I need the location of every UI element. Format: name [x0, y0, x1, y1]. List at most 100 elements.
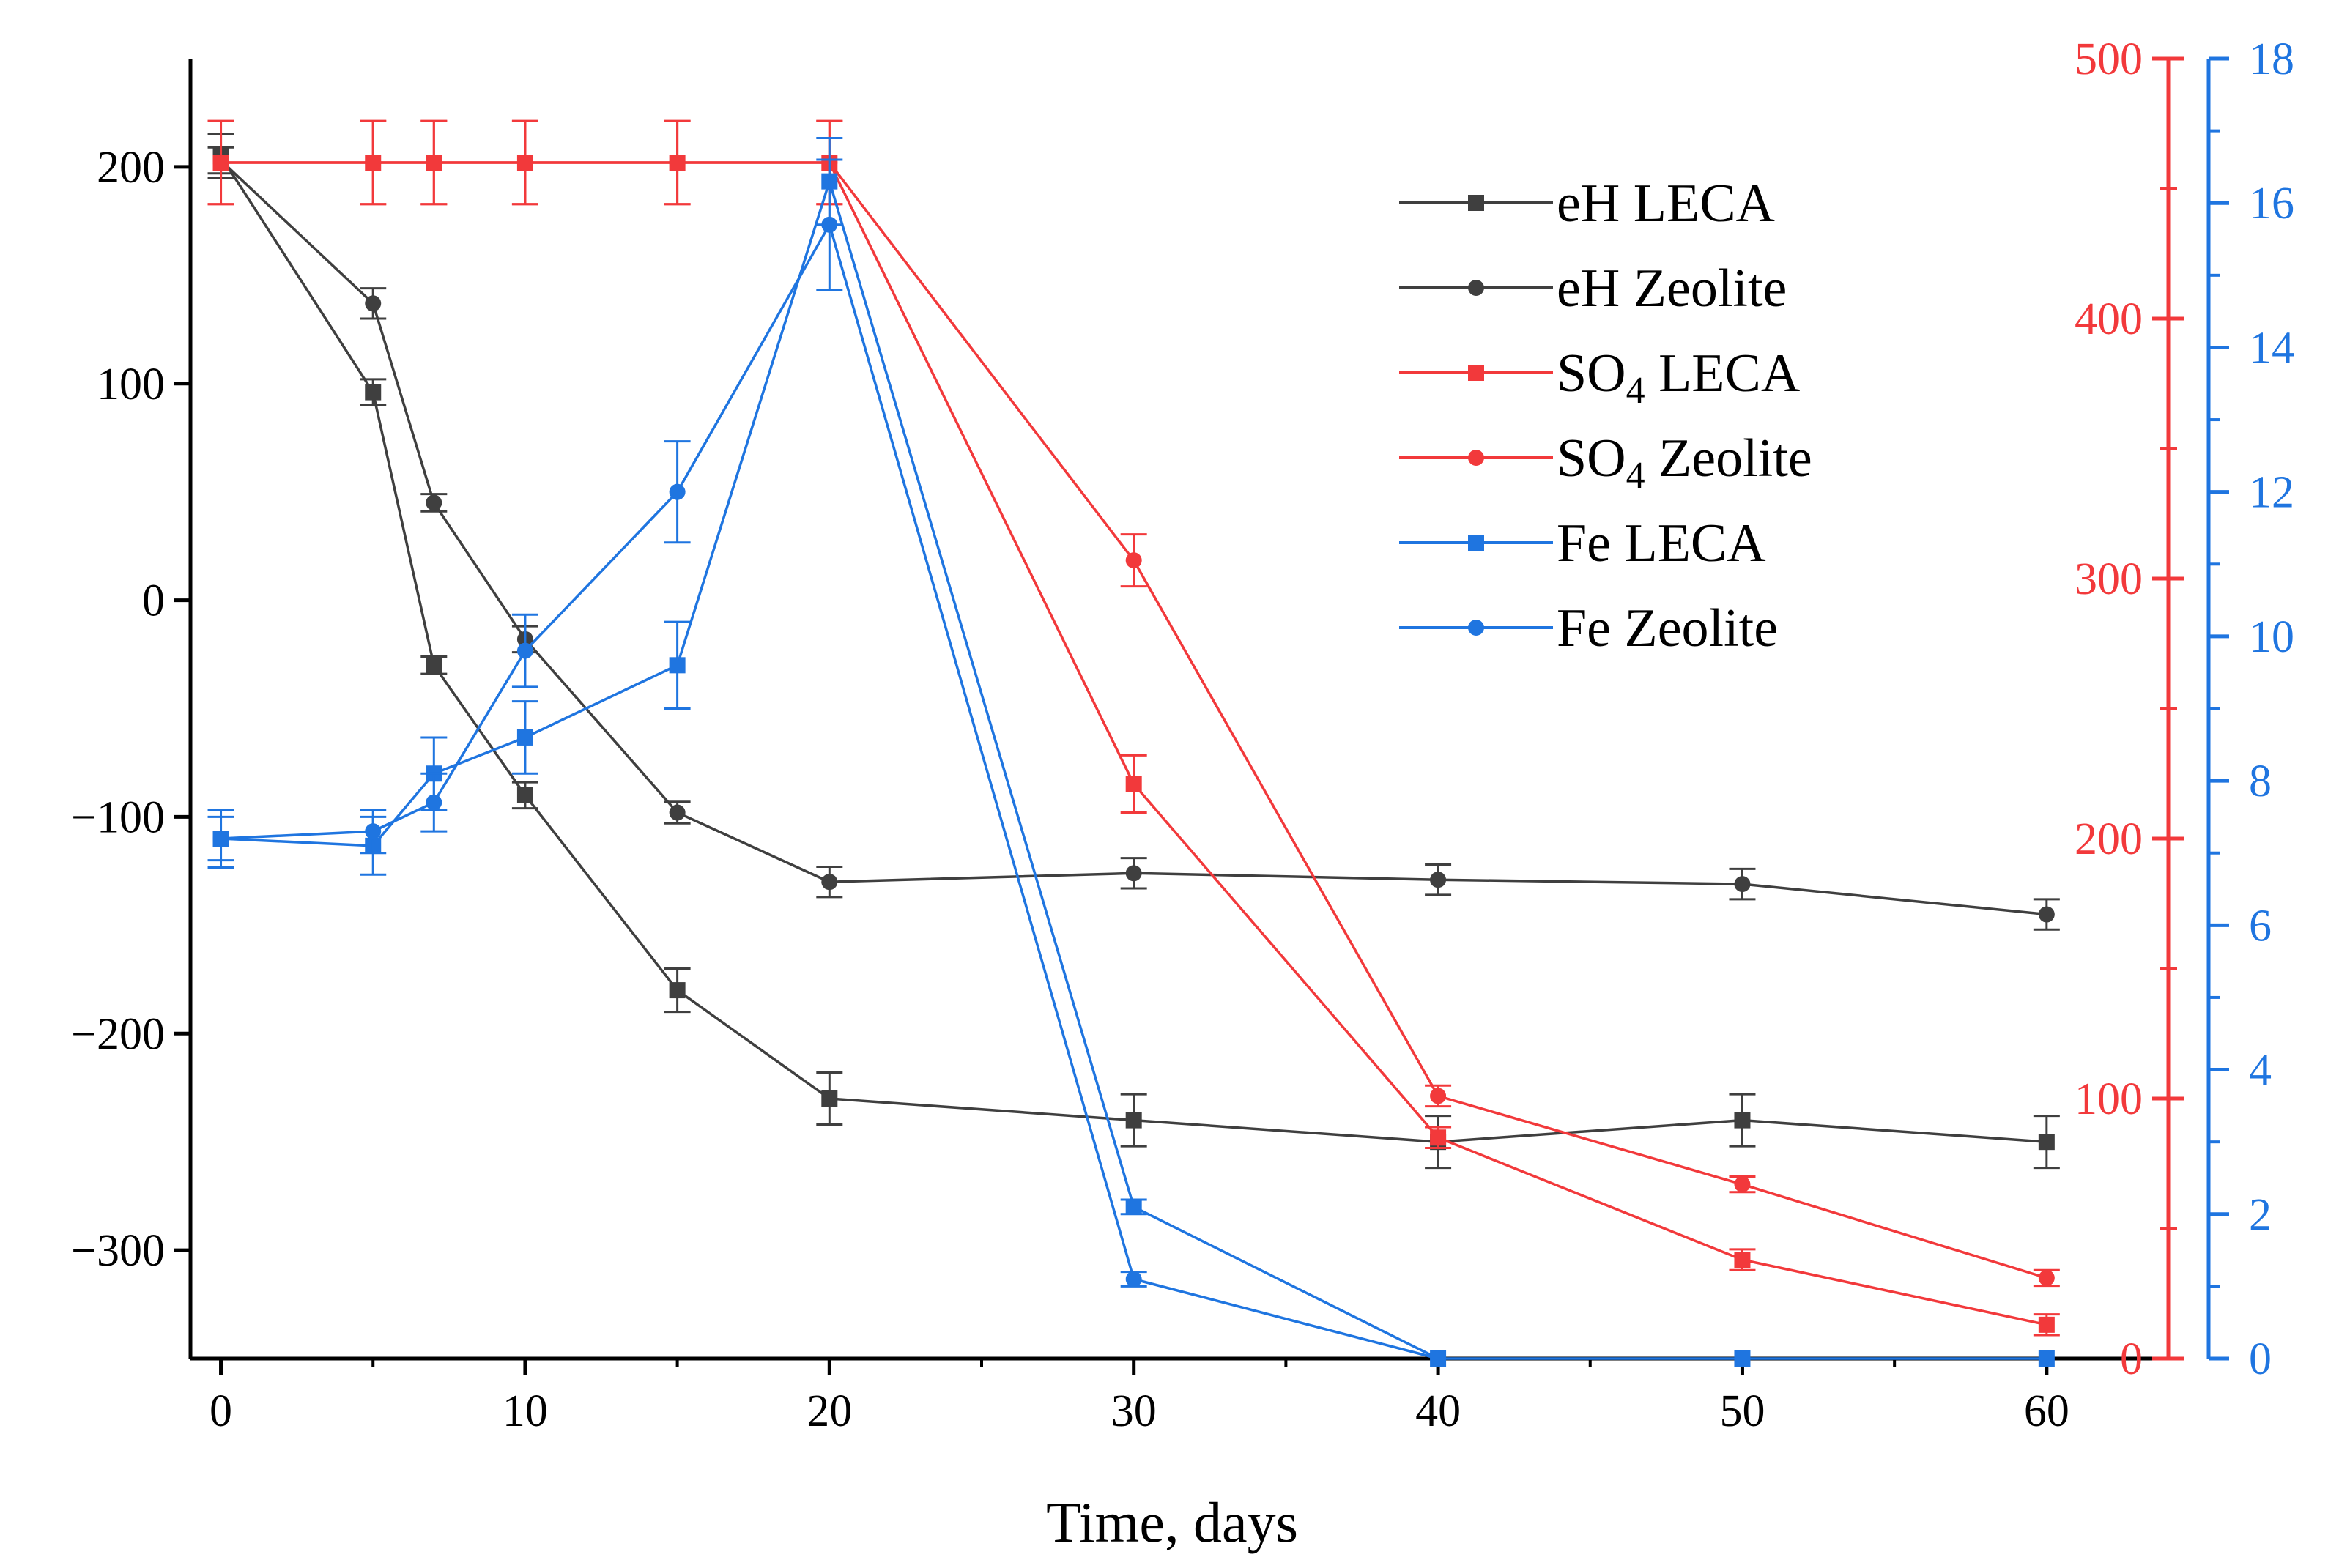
data-point [1734, 1252, 1751, 1268]
legend: eH LECA eH Zeolite SO4 LECA SO4 Zeolite Fe L… [1399, 174, 1812, 658]
red-axis-tick-label: 0 [2120, 1334, 2143, 1384]
x-axis-title: Time, days [1046, 1490, 1298, 1554]
red-axis-tick-label: 300 [2075, 554, 2143, 604]
legend-marker [1468, 535, 1484, 551]
blue-axis-tick-label: 12 [2249, 468, 2294, 518]
data-point [426, 657, 442, 674]
data-point [516, 729, 533, 746]
data-point [1734, 1176, 1751, 1193]
data-point [2038, 1316, 2055, 1333]
data-point [2038, 906, 2055, 923]
data-point [1125, 776, 1142, 792]
data-point [365, 384, 382, 401]
x-axis-tick-label: 30 [1111, 1386, 1157, 1436]
series-fe-leca [207, 136, 2055, 1367]
x-axis-tick-label: 40 [1415, 1386, 1461, 1436]
x-axis-tick-label: 50 [1719, 1386, 1765, 1436]
data-point [212, 831, 229, 847]
blue-axis-tick-label: 4 [2249, 1046, 2272, 1096]
series-fe-zeolite [207, 158, 1447, 1367]
series-line [220, 161, 2047, 1326]
legend-label: Fe Zeolite [1557, 598, 1778, 658]
legend-item: eH LECA [1399, 174, 1775, 234]
legend-marker [1468, 450, 1484, 466]
data-point [365, 295, 382, 312]
blue-axis-tick-label: 18 [2249, 34, 2294, 84]
x-axis-tick-label: 10 [503, 1386, 548, 1436]
data-point [2038, 1350, 2055, 1367]
blue-axis-tick-label: 2 [2249, 1190, 2272, 1240]
left-axis-tick-label: −100 [71, 792, 165, 842]
data-point [1734, 1350, 1751, 1367]
x-axis-tick-label: 20 [807, 1386, 852, 1436]
x-axis-tick-label: 0 [210, 1386, 232, 1436]
data-point [669, 657, 686, 674]
x-axis-tick-label: 60 [2024, 1386, 2069, 1436]
plot-area [207, 119, 2060, 1367]
legend-item: Fe Zeolite [1399, 598, 1778, 658]
data-point [669, 483, 686, 500]
data-point [669, 804, 686, 821]
series-line [220, 161, 2047, 1279]
legend-label: Fe LECA [1557, 513, 1766, 573]
red-axis-tick-label: 500 [2075, 34, 2143, 84]
series-line [220, 221, 1439, 1360]
legend-item: eH Zeolite [1399, 259, 1787, 319]
legend-marker [1468, 365, 1484, 381]
data-point [1734, 876, 1751, 893]
red-axis-tick-label: 200 [2075, 814, 2143, 864]
data-point [1125, 1112, 1142, 1129]
red-axis-tick-label: 400 [2075, 294, 2143, 344]
data-point [669, 155, 686, 171]
data-point [2038, 1269, 2055, 1286]
blue-axis-tick-label: 10 [2249, 612, 2294, 662]
legend-item: SO4 LECA [1399, 343, 1800, 412]
data-point [1430, 1350, 1447, 1367]
series-line [220, 159, 2047, 916]
data-point [821, 216, 838, 233]
left-axis-tick-label: −200 [71, 1009, 165, 1059]
data-point [1125, 552, 1142, 569]
blue-axis-tick-label: 0 [2249, 1334, 2272, 1384]
data-point [1430, 1088, 1447, 1104]
data-point [212, 155, 229, 171]
legend-marker [1468, 280, 1484, 296]
blue-axis-tick-label: 8 [2249, 757, 2272, 806]
data-point [516, 787, 533, 803]
blue-axis-tick-label: 16 [2249, 179, 2294, 228]
blue-axis-tick-label: 6 [2249, 901, 2272, 951]
series-so4-zeolite [207, 119, 2060, 1288]
series-line [220, 155, 2047, 1143]
legend-item: Fe LECA [1399, 513, 1766, 573]
red-axis-tick-label: 100 [2075, 1074, 2143, 1124]
data-point [1430, 872, 1447, 888]
data-point [1125, 1198, 1142, 1215]
data-point [426, 794, 442, 811]
data-point [2038, 1134, 2055, 1151]
data-point [426, 155, 442, 171]
data-point [516, 642, 533, 659]
legend-item: SO4 Zeolite [1399, 428, 1812, 497]
data-point [1734, 1112, 1751, 1129]
data-point [821, 874, 838, 891]
series-line [220, 177, 2047, 1360]
data-point [821, 1090, 838, 1107]
legend-label: eH LECA [1557, 174, 1775, 234]
left-axis-tick-label: 0 [142, 576, 165, 626]
data-point [365, 155, 382, 171]
legend-marker [1468, 195, 1484, 211]
legend-marker [1468, 620, 1484, 636]
left-axis-tick-label: 200 [97, 143, 165, 193]
data-point [1125, 1271, 1142, 1288]
left-axis-tick-label: −300 [71, 1226, 165, 1276]
data-point [1125, 865, 1142, 882]
legend-label: SO4 LECA [1557, 343, 1800, 412]
data-point [426, 494, 442, 511]
data-point [365, 823, 382, 840]
blue-axis-tick-label: 14 [2249, 323, 2294, 373]
left-axis-tick-label: 100 [97, 360, 165, 409]
data-point [669, 982, 686, 999]
legend-label: SO4 Zeolite [1557, 428, 1812, 497]
